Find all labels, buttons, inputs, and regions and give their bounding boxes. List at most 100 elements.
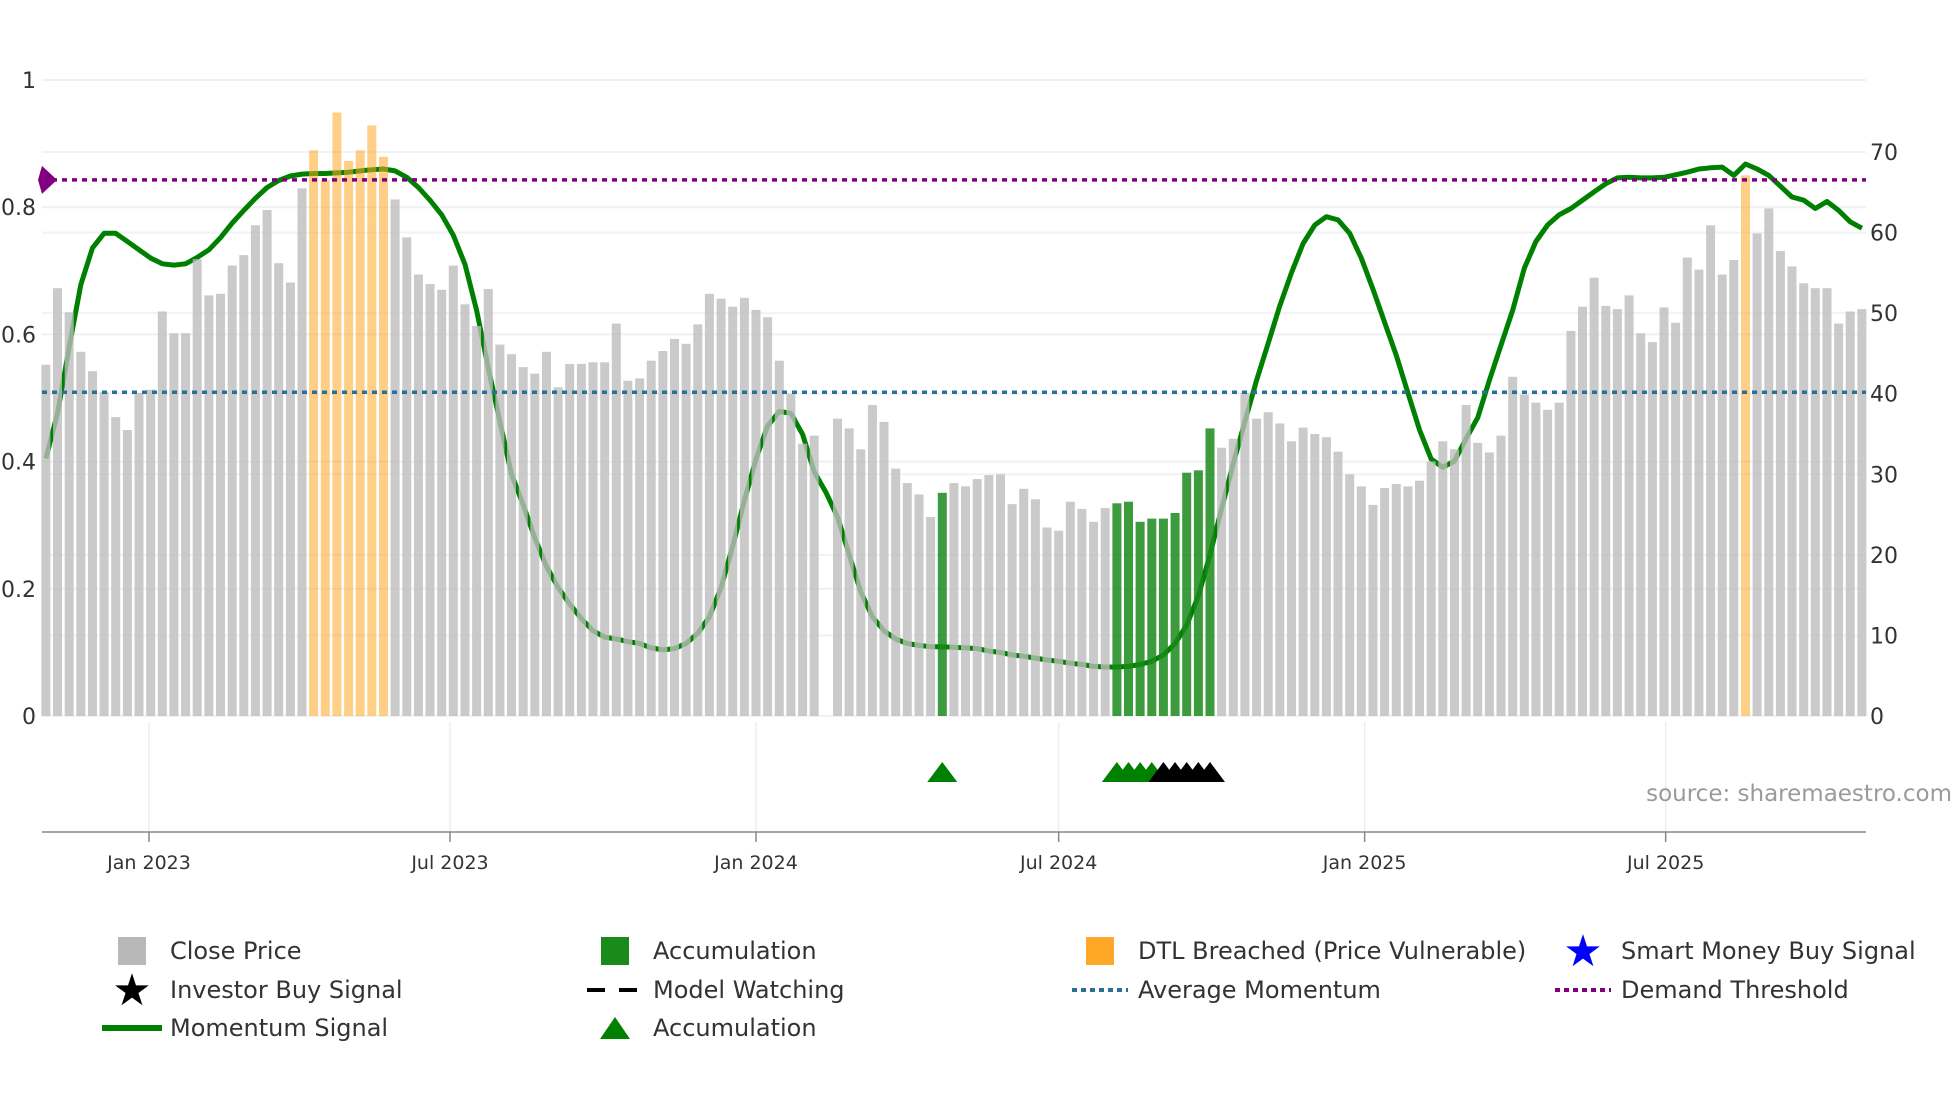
close-price-bar (1473, 442, 1483, 716)
close-price-bar (763, 317, 773, 716)
x-axis-tick-label: Jan 2024 (713, 852, 798, 874)
close-price-bar (798, 443, 808, 716)
close-price-bar (134, 392, 144, 716)
close-price-bar (646, 360, 656, 716)
close-price-bar (437, 289, 447, 716)
close-price-bar (1659, 307, 1669, 716)
close-price-bar (867, 405, 877, 716)
close-price-bar (879, 421, 889, 716)
close-price-bar (728, 306, 738, 716)
close-price-bar (1426, 461, 1436, 716)
right-axis-tick-label: 40 (1870, 383, 1898, 408)
close-price-bar (297, 188, 307, 717)
dtl-breached-bar (1741, 175, 1750, 716)
x-axis-tick-label: Jul 2025 (1626, 852, 1704, 874)
close-price-bar (157, 311, 167, 716)
close-price-bar (1484, 452, 1494, 716)
close-price-bar (949, 483, 959, 716)
dtl-breached-bar (367, 125, 377, 716)
close-price-bar (1461, 405, 1471, 716)
left-axis-tick-label: 0.6 (1, 323, 36, 348)
close-price-bar (460, 304, 470, 716)
close-price-bar (739, 297, 749, 716)
close-price-bar (1578, 306, 1587, 716)
close-price-bar (1019, 488, 1029, 716)
close-price-bar (239, 255, 249, 716)
close-price-bar (1275, 423, 1285, 716)
close-price-bar (1543, 409, 1553, 716)
close-price-bar (204, 295, 214, 716)
close-price-bar (1263, 412, 1273, 716)
close-price-bar (1636, 333, 1646, 716)
close-price-bar (1671, 322, 1681, 716)
right-axis-tick-label: 70 (1870, 141, 1898, 166)
close-price-bar (1554, 402, 1564, 716)
close-price-bar (1624, 295, 1634, 716)
close-price-bar (635, 378, 645, 716)
close-price-bar (1298, 427, 1308, 716)
close-price-bar (1717, 274, 1727, 716)
close-price-bar (1775, 251, 1785, 716)
close-price-bar (1345, 474, 1355, 716)
close-price-bar (1834, 323, 1844, 716)
close-price-bar (1042, 527, 1052, 716)
close-price-bar (1356, 486, 1366, 716)
close-price-bar (1450, 449, 1459, 716)
close-price-bar (518, 367, 528, 716)
close-price-bar (1310, 434, 1320, 716)
left-axis-tick-label: 0.4 (1, 451, 36, 476)
close-price-bar (833, 418, 842, 716)
dtl-breached-bar (379, 156, 388, 717)
close-price-bar (611, 323, 621, 716)
close-price-bar (285, 282, 295, 716)
reference-lines (38, 165, 1866, 395)
close-price-bar (786, 393, 796, 716)
close-price-bar (961, 486, 970, 716)
close-price-bar (1077, 508, 1087, 716)
close-price-bar (1007, 504, 1017, 716)
close-price-bar (844, 428, 854, 716)
close-price-bar (472, 326, 482, 716)
close-price-bar (565, 363, 575, 716)
right-axis-tick-label: 30 (1870, 463, 1898, 488)
close-price-bar (250, 225, 260, 717)
close-price-bar (483, 289, 493, 716)
left-axis-tick-label: 0.8 (1, 196, 36, 221)
close-price-bar (1333, 451, 1343, 716)
accumulation-bar (1135, 521, 1145, 716)
right-axis-tick-label: 50 (1870, 302, 1898, 327)
close-price-bar (99, 392, 109, 716)
close-price-bar (1065, 501, 1075, 716)
close-price-bar (1403, 486, 1413, 716)
x-axis-tick-label: Jan 2023 (106, 852, 191, 874)
close-price-bar (41, 364, 51, 716)
close-price-bar (390, 199, 400, 716)
close-price-bar (413, 274, 423, 716)
close-price-bar (1531, 402, 1541, 716)
close-price-bar (262, 210, 272, 716)
close-price-bar (1321, 437, 1331, 716)
close-price-bar (984, 475, 994, 716)
accumulation-bar (1158, 518, 1168, 716)
close-price-bar (658, 351, 668, 716)
right-axis-tick-label: 10 (1870, 624, 1898, 649)
x-axis-tick-label: Jan 2025 (1322, 852, 1407, 874)
close-price-bar (1694, 269, 1704, 716)
close-price-bar (600, 362, 610, 716)
close-price-bar (1589, 277, 1599, 716)
close-price-bar (1438, 441, 1448, 716)
close-price-bar (623, 380, 633, 716)
dtl-breached-bar (355, 150, 365, 716)
close-price-bar (1415, 480, 1424, 716)
left-axis-tick-label: 0.2 (1, 578, 36, 603)
close-price-bar (693, 324, 703, 716)
close-price-bar (274, 263, 284, 716)
close-price-bar (542, 351, 551, 716)
close-price-bar (1519, 394, 1529, 716)
close-price-bar (1682, 257, 1692, 716)
close-price-bar (670, 338, 679, 716)
close-price-bar (1228, 438, 1238, 716)
close-price-bar (891, 468, 901, 716)
close-price-bar (704, 293, 714, 716)
